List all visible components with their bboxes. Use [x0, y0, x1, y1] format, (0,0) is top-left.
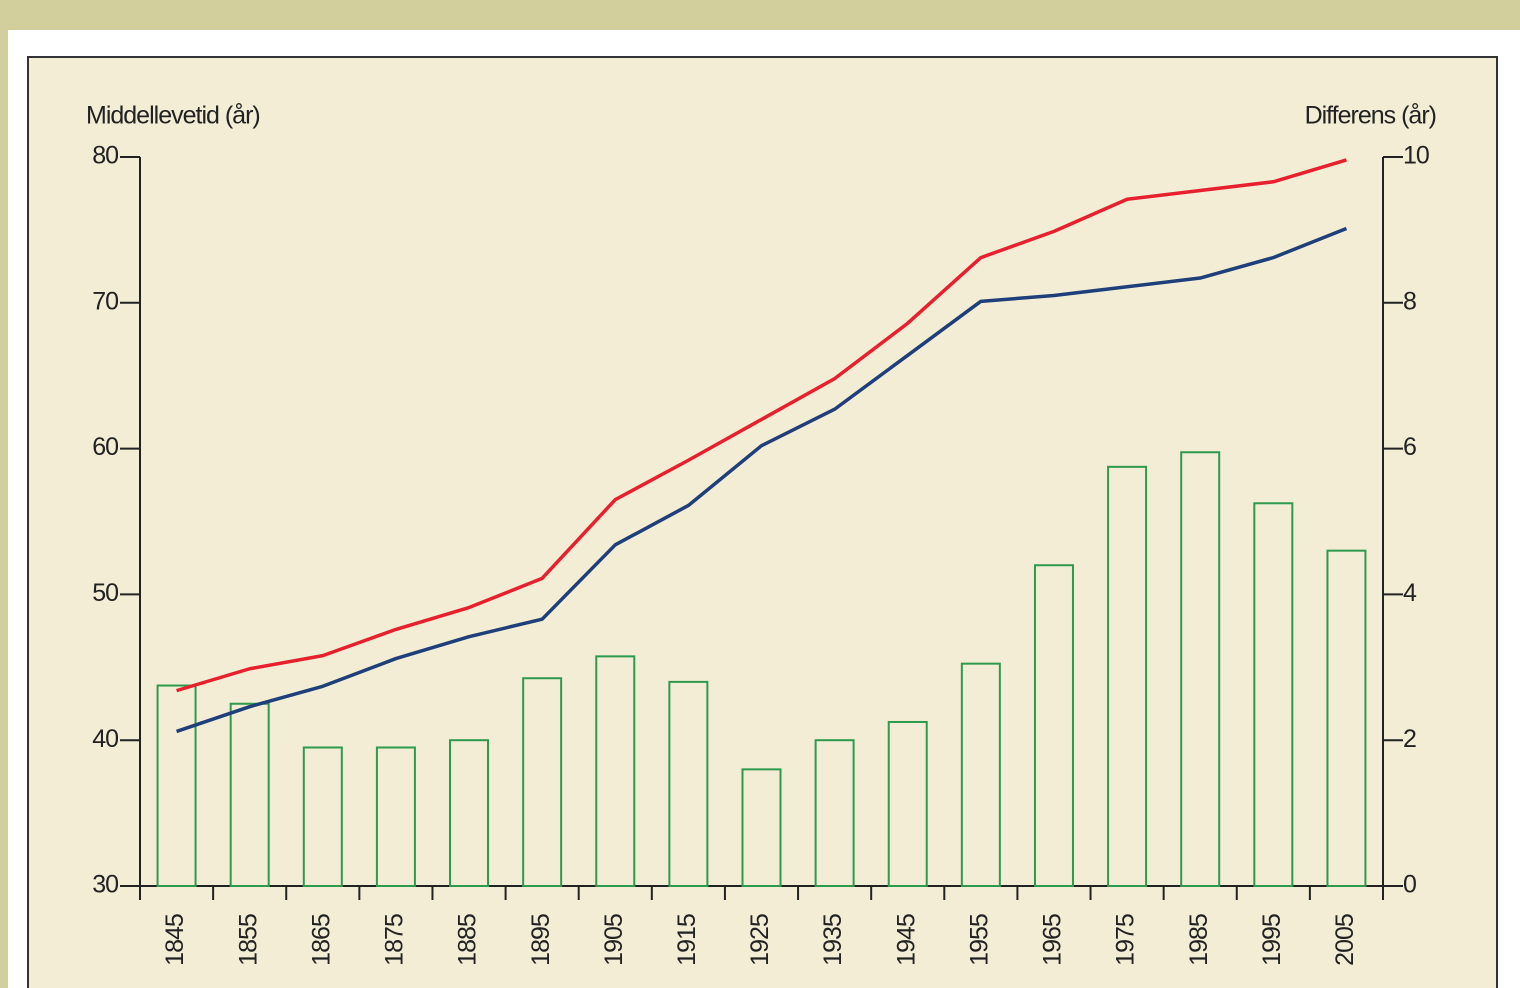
x-tick-label: 1875 [381, 914, 409, 966]
y-tick-label: 30 [92, 871, 118, 899]
y-axis-label: Middellevetid (år) [86, 102, 260, 130]
y-tick-label: 80 [92, 142, 118, 170]
bar [302, 746, 343, 887]
x-tick-label: 1965 [1039, 914, 1067, 966]
x-tick-label: 1975 [1112, 914, 1140, 966]
x-tick-label: 1855 [234, 914, 262, 966]
top-band [0, 0, 1520, 30]
x-tick-label: 1915 [673, 914, 701, 966]
bar [449, 739, 490, 888]
bar [595, 655, 636, 887]
x-tick-label: 1935 [819, 914, 847, 966]
bar [960, 662, 1001, 888]
y-tick-label: 50 [92, 579, 118, 607]
y2-tick-label: 2 [1403, 725, 1416, 753]
bar [229, 702, 270, 887]
y2-tick-label: 4 [1403, 579, 1417, 607]
y2-axis-label: Differens (år) [1305, 102, 1436, 130]
y2-tick-label: 0 [1403, 871, 1416, 899]
bar [814, 739, 855, 888]
x-tick-label: 1905 [600, 914, 628, 966]
x-tick-label: 1885 [454, 914, 482, 966]
bar [1107, 465, 1148, 887]
x-tick-label: 1985 [1185, 914, 1213, 966]
y2-tick-label: 6 [1403, 433, 1416, 461]
y2-tick-label: 10 [1403, 142, 1429, 170]
bar [1033, 564, 1074, 887]
y-tick-label: 40 [92, 725, 118, 753]
x-tick-label: 2005 [1331, 914, 1359, 966]
bar [1180, 451, 1221, 887]
x-tick-label: 1845 [161, 914, 189, 966]
bar [1326, 549, 1367, 887]
bar [522, 677, 563, 887]
x-tick-label: 1945 [892, 914, 920, 966]
x-tick-label: 1995 [1258, 914, 1286, 966]
y2-tick-label: 8 [1403, 287, 1416, 315]
bar [375, 746, 416, 887]
y-tick-label: 60 [92, 433, 118, 461]
y-tick-label: 70 [92, 287, 118, 315]
line [176, 158, 1347, 693]
bar [1253, 502, 1294, 887]
bar [668, 680, 709, 887]
panel [27, 56, 1498, 988]
x-tick-label: 1895 [527, 914, 555, 966]
bar [741, 768, 782, 887]
bar [887, 720, 928, 887]
bar [156, 684, 197, 888]
line [175, 226, 1348, 734]
x-tick-label: 1865 [307, 914, 335, 966]
x-tick-label: 1925 [746, 914, 774, 966]
x-tick-label: 1955 [965, 914, 993, 966]
